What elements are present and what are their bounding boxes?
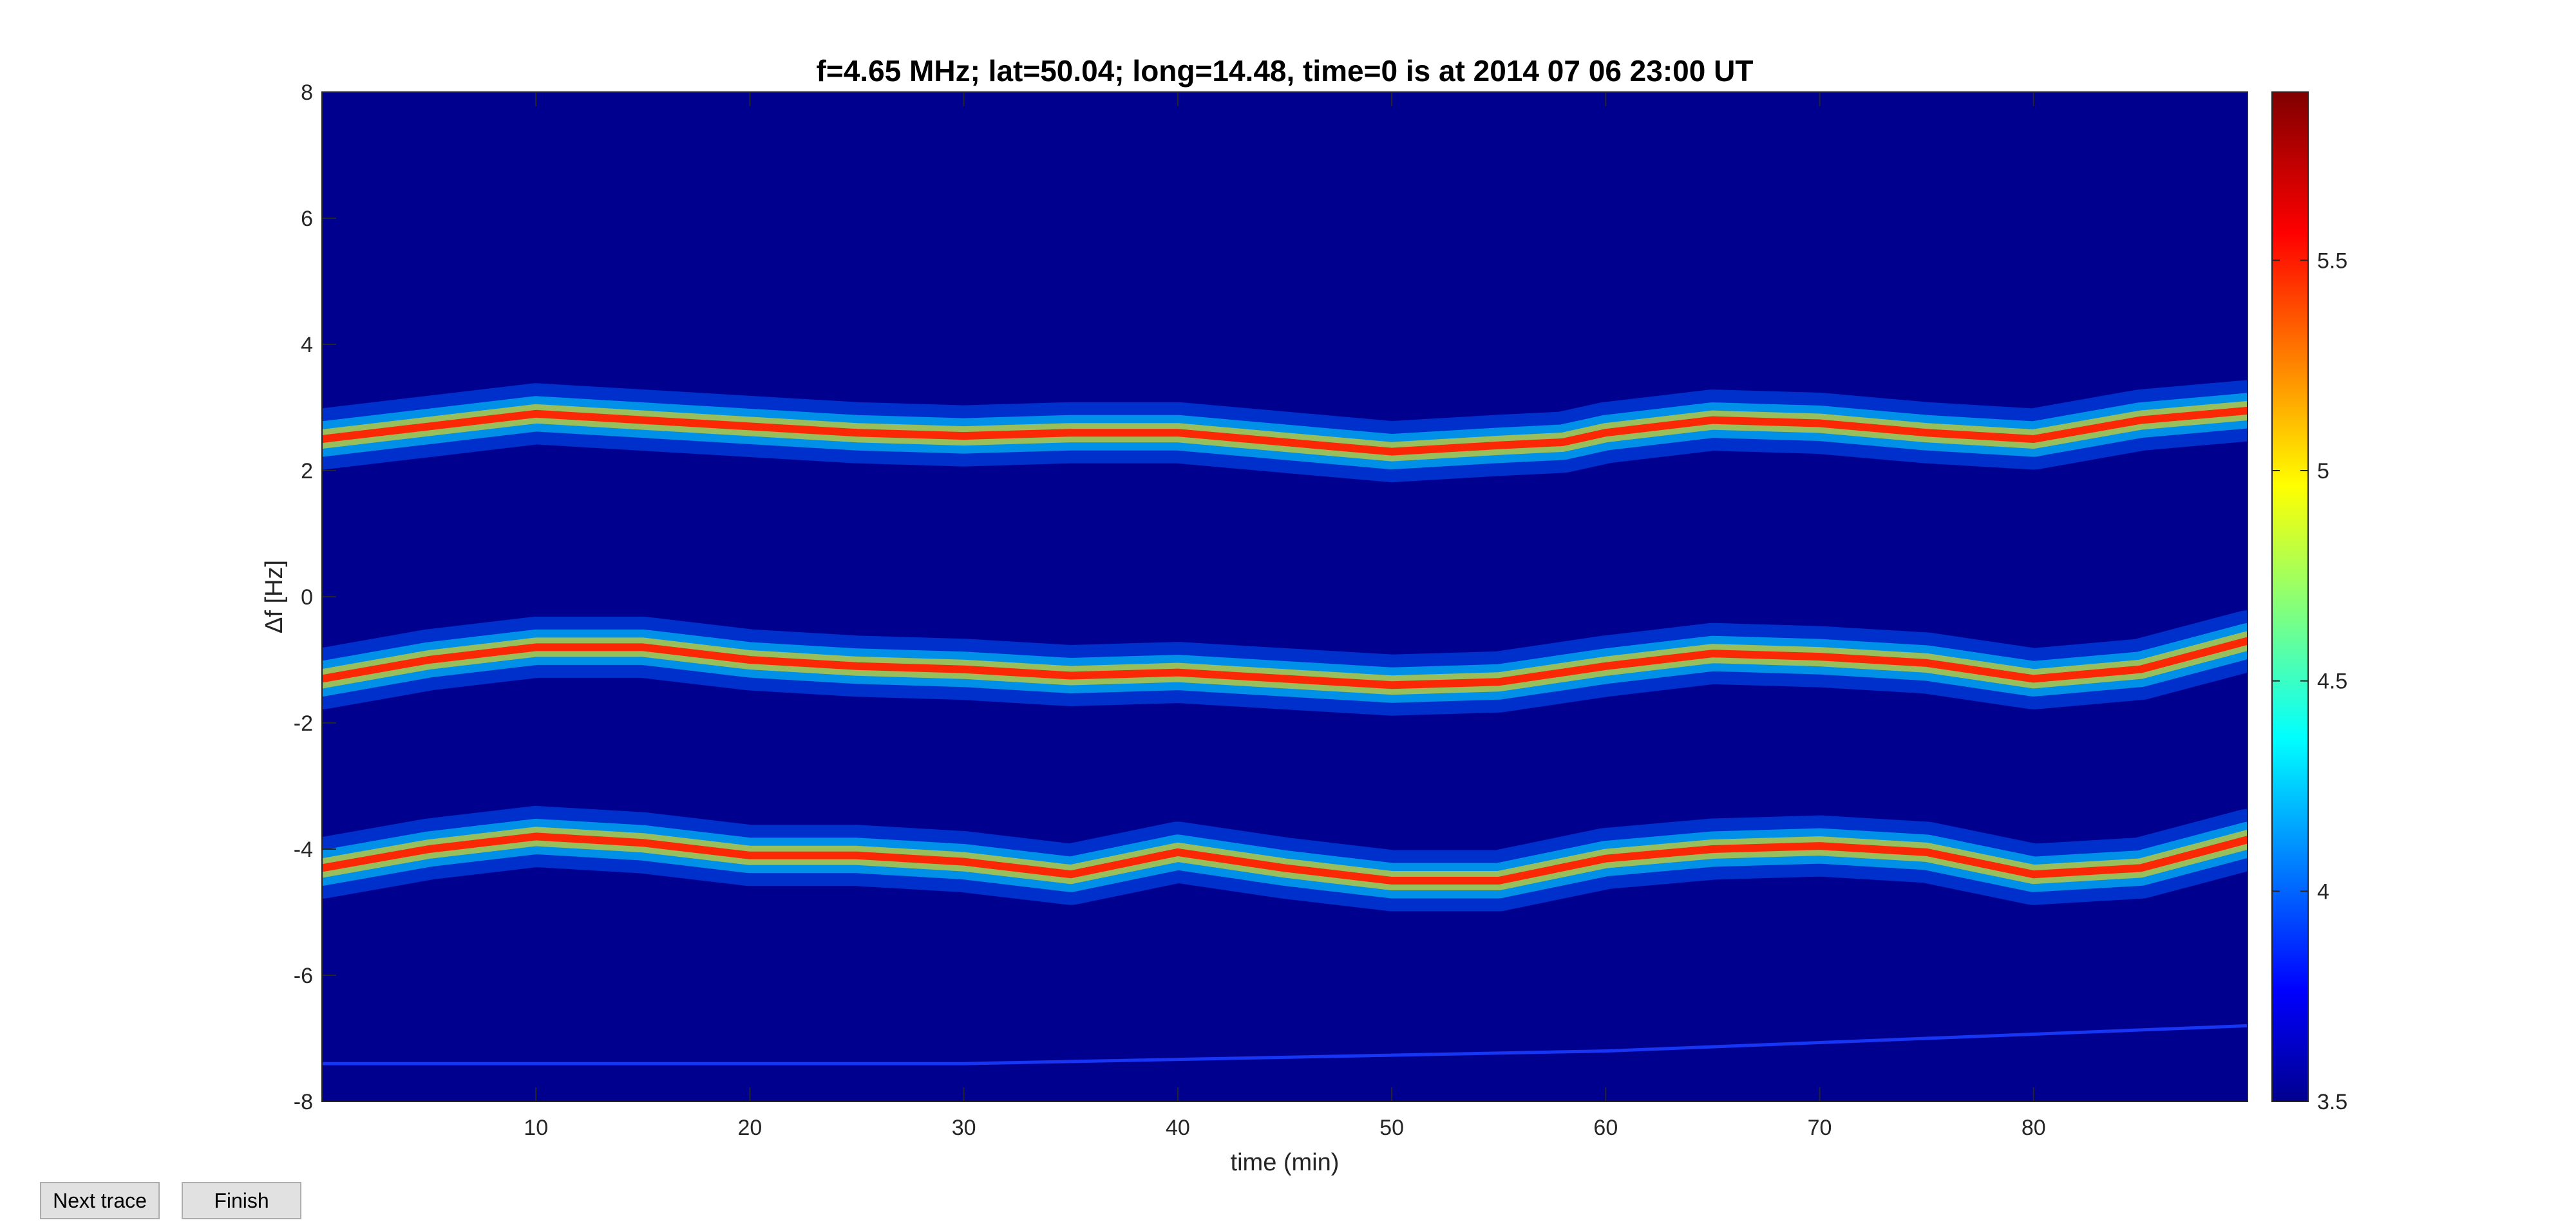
colorbar-tick-label: 4.5 [2317, 670, 2347, 694]
trace-line-3 [322, 832, 2248, 885]
trace-line-2 [322, 637, 2248, 689]
y-tick-label: -6 [294, 964, 313, 988]
y-tick-label: 0 [301, 585, 313, 610]
y-tick-label: -4 [294, 838, 313, 862]
x-axis-label: time (min) [1231, 1149, 1340, 1176]
y-axis-ticks: -8 -6 -4 -2 0 2 4 6 8 [294, 80, 336, 1114]
x-tick-label: 60 [1593, 1116, 1618, 1140]
colorbar-ticks: 3.5 4 4.5 5 5.5 [2272, 248, 2347, 1114]
colorbar-tick-label: 4 [2317, 879, 2329, 904]
x-axis-ticks: 10 20 30 40 50 60 70 80 [524, 92, 2046, 1140]
x-tick-label: 30 [952, 1116, 976, 1140]
finish-button[interactable]: Finish [182, 1182, 301, 1219]
x-tick-label: 50 [1379, 1116, 1404, 1140]
colorbar-tick-label: 5 [2317, 459, 2329, 483]
y-tick-label: 8 [301, 80, 313, 105]
chart-title: f=4.65 MHz; lat=50.04; long=14.48, time=… [817, 54, 1754, 88]
x-tick-label: 10 [524, 1116, 548, 1140]
x-tick-label: 20 [738, 1116, 762, 1140]
trace-line-1 [322, 406, 2248, 456]
y-tick-label: -8 [294, 1090, 313, 1114]
y-tick-label: -2 [294, 711, 313, 736]
y-tick-label: 4 [301, 333, 313, 357]
x-tick-label: 40 [1166, 1116, 1190, 1140]
x-tick-label: 80 [2022, 1116, 2046, 1140]
next-trace-button[interactable]: Next trace [40, 1182, 160, 1219]
plot-background [322, 92, 2248, 1101]
colorbar [2271, 91, 2309, 1102]
y-tick-label: 6 [301, 207, 313, 231]
y-axis-label: Δf [Hz] [261, 560, 288, 633]
colorbar-tick-label: 5.5 [2317, 248, 2347, 273]
x-tick-label: 70 [1808, 1116, 1832, 1140]
colorbar-tick-label: 3.5 [2317, 1090, 2347, 1114]
trace-layer [322, 380, 2248, 1065]
trace-line-4 [322, 1024, 2248, 1065]
y-tick-label: 2 [301, 459, 313, 483]
